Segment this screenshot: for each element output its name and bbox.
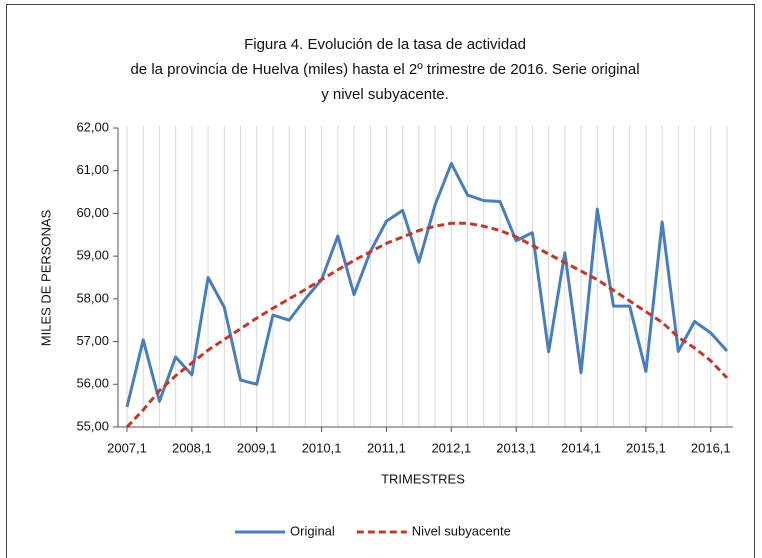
y-tick-label: 55,00 — [76, 418, 109, 433]
y-tick-label: 56,00 — [76, 376, 109, 391]
x-tick-label: 2008,1 — [172, 440, 212, 455]
legend-label: Original — [290, 523, 335, 538]
y-axis-label: MILES DE PERSONAS — [38, 209, 53, 346]
y-tick-label: 57,00 — [76, 333, 109, 348]
x-axis-label: TRIMESTRES — [381, 471, 465, 486]
chart-title: Figura 4. Evolución de la tasa de activi… — [244, 36, 526, 53]
x-tick-label: 2011,1 — [367, 440, 406, 455]
x-tick-label: 2010,1 — [302, 440, 342, 455]
x-tick-label: 2014,1 — [561, 440, 601, 455]
y-tick-label: 61,00 — [76, 162, 109, 177]
x-tick-label: 2012,1 — [431, 440, 471, 455]
x-tick-label: 2015,1 — [626, 440, 666, 455]
y-tick-label: 58,00 — [76, 290, 109, 305]
series-line — [125, 221, 729, 429]
frame — [6, 4, 755, 558]
y-tick-label: 62,00 — [76, 119, 109, 134]
chart-title: y nivel subyacente. — [321, 86, 449, 103]
x-tick-label: 2013,1 — [496, 440, 536, 455]
series-line — [125, 161, 729, 408]
chart-title: de la provincia de Huelva (miles) hasta … — [130, 61, 639, 78]
x-tick-label: 2009,1 — [237, 440, 277, 455]
x-tick-label: 2016,1 — [691, 440, 731, 455]
x-tick-label: 2007,1 — [107, 440, 147, 455]
y-tick-label: 60,00 — [76, 205, 109, 220]
y-tick-label: 59,00 — [76, 248, 109, 263]
legend-label: Nivel subyacente — [412, 523, 511, 538]
